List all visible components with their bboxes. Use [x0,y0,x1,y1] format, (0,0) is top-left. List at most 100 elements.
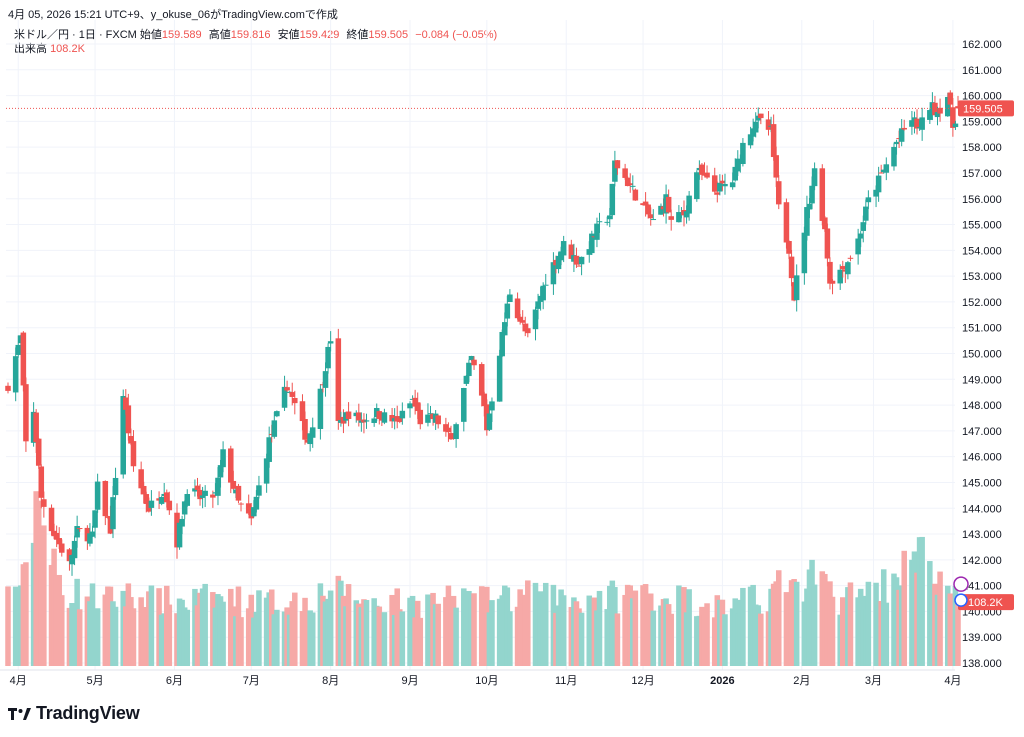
volume-bar [148,585,155,666]
candle-body [699,164,705,175]
candle-body [609,183,616,216]
candle-body [59,543,65,553]
candle-body [952,123,959,128]
candle-body [271,420,278,437]
candle-body [463,375,470,384]
candle-body [253,496,260,510]
open-label: 始値 [139,29,162,41]
candle-body [228,448,234,483]
candle-body [138,469,144,489]
volume-bar [489,600,495,666]
candle-body [750,128,756,137]
candle-body [356,412,362,421]
candle-body [622,168,628,178]
volume-value: 108.2K [50,43,85,55]
candle-body [256,485,262,496]
volume-bar [292,592,298,666]
last-price-tag [958,100,1014,117]
candle-body [38,466,45,498]
volume-bar [345,584,352,666]
candle-body [755,115,762,121]
candle-body [448,433,454,440]
time-tick-label: 2026 [710,675,734,687]
candle-body [478,364,485,396]
candle-body [140,485,147,495]
candle-body [481,393,488,407]
volume-tag [958,594,1014,611]
candle-body [235,485,242,501]
candle-body [184,494,191,506]
candle-body [645,204,651,215]
symbol-label: 米ドル／円 · 1日 · FXCM [14,29,137,41]
candle-body [317,388,324,430]
candle-body [519,320,526,323]
chart-snapshot-caption: 4月 05, 2026 15:21 UTC+9、y_okuse_06がTradi… [8,9,338,21]
time-tick-label: 6月 [166,675,183,687]
candle-body [199,495,206,498]
candle-body [445,427,452,433]
candle-body [658,205,664,215]
candle-body [69,555,75,565]
candle-body [819,168,826,221]
chart-area[interactable]: 162.000 161.000 160.000 159.000 158.000 157.0… [0,20,1024,690]
volume-bar [41,525,47,666]
price-tick-label: 139.000 [962,632,1002,644]
candle-body [363,420,370,422]
event-lightning-icon[interactable] [953,576,969,592]
candle-body [927,110,933,120]
candle-body [532,309,539,330]
volume-bar [166,604,173,666]
time-tick-label: 3月 [865,675,882,687]
candle-body [468,355,475,361]
candle-body [376,411,383,419]
volume-bar [23,562,29,666]
last-price-tag-label: 159.505 [963,103,1003,115]
candle-body [245,503,252,514]
price-tick-label: 147.000 [962,426,1002,438]
ohlc-row: 米ドル／円 · 1日 · FXCM 始値159.589 高値159.816 安値… [14,28,501,42]
candle-body [650,219,657,221]
close-value: 159.505 [368,29,409,41]
candle-body [606,215,613,220]
candle-body [166,500,173,511]
high-label: 高値 [208,29,231,41]
candle-body [461,388,467,422]
volume-bar [865,581,872,666]
candle-body [335,338,342,421]
candle-body [181,501,188,515]
price-tick-label: 157.000 [962,168,1002,180]
candle-body [665,196,672,213]
candle-body [932,102,938,116]
candle-body [48,507,55,532]
volume-bar [202,583,208,666]
volume-bar [435,603,441,666]
candle-body [125,405,132,434]
time-tick-label: 12月 [631,675,654,687]
candle-body [299,401,306,422]
volume-bar [740,587,746,666]
candle-body [612,160,618,182]
candle-body [729,182,736,188]
candle-body [614,160,621,169]
candle-body [507,294,513,303]
low-value: 159.429 [299,29,340,41]
candle-body [322,371,329,388]
price-tick-label: 150.000 [962,349,1002,361]
candle-body [837,269,843,284]
volume-bar [399,611,406,666]
candle-body [517,316,523,322]
price-chart[interactable]: 162.000 161.000 160.000 159.000 158.000 157.0… [0,20,1024,690]
event-calendar-icon[interactable] [954,593,968,607]
candle-body [92,510,98,528]
volume-bar [507,611,513,666]
candle-body [944,96,951,117]
volume-bar [453,607,459,666]
candle-body [722,183,728,187]
candle-body [238,503,244,505]
candle-body [717,182,723,192]
volume-bar [704,603,710,666]
volume-bar [184,609,191,666]
candle-body [417,409,424,425]
candle-body [578,256,585,265]
volume-bar [632,590,639,666]
